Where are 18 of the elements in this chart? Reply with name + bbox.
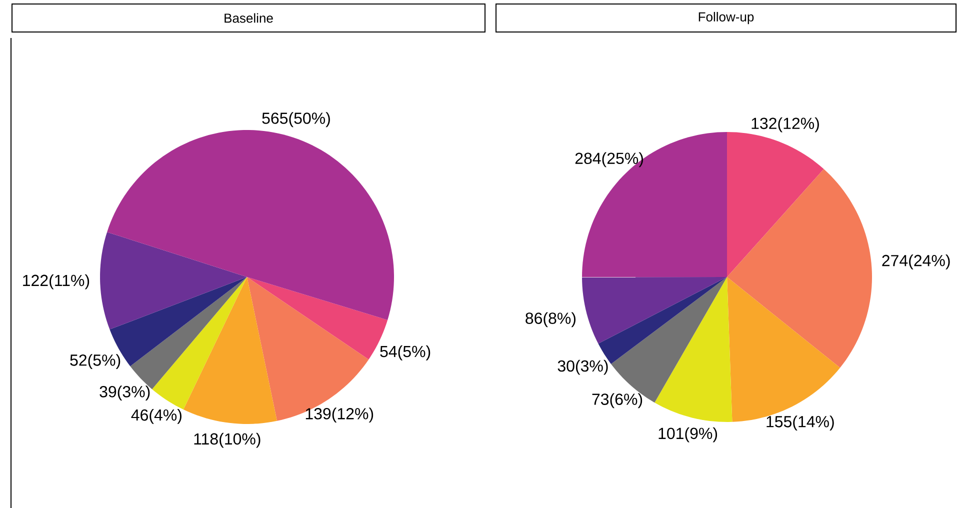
data-label: 565(50%) <box>262 112 330 128</box>
data-label: 101(9%) <box>658 427 718 442</box>
data-label: 30(3%) <box>558 360 608 375</box>
data-label: 155(14%) <box>766 416 834 430</box>
data-label: 132(12%) <box>752 117 819 132</box>
data-label: 274(24%) <box>882 254 950 270</box>
data-label: 52(5%) <box>70 354 120 369</box>
data-label: 284(25%) <box>575 152 643 168</box>
data-label: 73(6%) <box>592 393 642 408</box>
data-label: 118(10%) <box>194 432 260 448</box>
data-label: 54(5%) <box>380 345 430 360</box>
chart-title: Follow-up <box>698 12 754 24</box>
data-label: 39(3%) <box>100 386 150 401</box>
data-label: 122(11%) <box>23 274 90 290</box>
chart-title: Baseline <box>224 13 273 23</box>
data-label: 46(4%) <box>131 408 182 424</box>
data-label: 86(8%) <box>526 312 576 328</box>
data-label: 139(12%) <box>306 408 374 423</box>
